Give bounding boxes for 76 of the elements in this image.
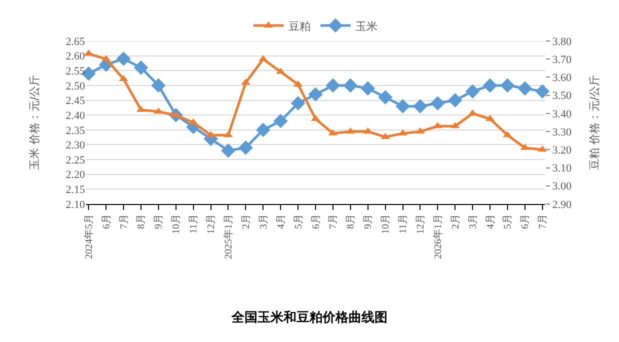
point xyxy=(290,96,306,110)
y2-axis-title: 豆粕 价格：元/公斤 xyxy=(588,74,601,170)
point xyxy=(430,96,445,110)
x-tick-label: 2024年5月 xyxy=(82,214,95,259)
point xyxy=(134,60,148,75)
y2-tick-label: 3.70 xyxy=(552,54,572,66)
y-axis-title: 玉米 价格：元/公斤 xyxy=(28,74,41,170)
point xyxy=(273,114,288,128)
point xyxy=(482,78,498,93)
point xyxy=(518,81,532,96)
point xyxy=(326,78,340,93)
x-tick-label: 12月 xyxy=(415,214,426,234)
y-tick-label: 2.45 xyxy=(66,95,86,108)
y-tick-label: 2.40 xyxy=(66,110,86,122)
legend-label: 豆粕 xyxy=(288,20,310,33)
x-tick-label: 7月 xyxy=(118,214,130,229)
y-tick-label: 2.50 xyxy=(66,80,86,92)
x-tick-label: 12月 xyxy=(206,214,218,234)
x-tick-label: 2月 xyxy=(450,214,462,229)
point xyxy=(343,78,358,93)
y-tick-label: 2.35 xyxy=(66,124,86,137)
x-tick-label: 6月 xyxy=(101,214,112,229)
y-tick-label: 2.30 xyxy=(66,140,86,152)
x-tick-label: 5月 xyxy=(293,214,304,229)
x-tick-label: 2025年1月 xyxy=(222,214,234,259)
y2-tick-label: 2.90 xyxy=(552,198,572,211)
x-tick-label: 10月 xyxy=(380,214,392,234)
y2-tick-label: 3.30 xyxy=(552,126,572,138)
y2-tick-label: 3.80 xyxy=(552,36,572,48)
y-tick-label: 2.65 xyxy=(66,36,86,48)
y2-tick-label: 3.10 xyxy=(552,162,572,175)
point xyxy=(413,99,428,114)
y-tick-label: 2.10 xyxy=(66,198,86,211)
point xyxy=(500,78,515,93)
point xyxy=(151,78,166,93)
x-tick-label: 11月 xyxy=(188,214,200,234)
x-tick-label: 9月 xyxy=(363,214,374,229)
point xyxy=(221,144,236,158)
point xyxy=(256,122,270,138)
legend-label: 玉米 xyxy=(356,20,378,33)
y2-tick-label: 3.40 xyxy=(552,108,572,120)
point xyxy=(116,52,131,66)
x-tick-label: 4月 xyxy=(276,214,287,229)
x-tick-label: 9月 xyxy=(154,214,165,229)
x-tick-label: 3月 xyxy=(258,214,270,229)
x-tick-label: 8月 xyxy=(136,214,148,229)
point xyxy=(360,81,376,96)
x-tick-label: 11月 xyxy=(398,214,410,234)
y-tick-label: 2.20 xyxy=(66,169,86,182)
x-tick-label: 6月 xyxy=(520,214,532,229)
x-tick-label: 8月 xyxy=(346,214,357,229)
text: 全国玉米和豆粕价格曲线图 xyxy=(230,310,388,326)
y2-tick-label: 3.00 xyxy=(552,180,572,193)
x-tick-label: 2026年1月 xyxy=(432,214,444,259)
x-tick-label: 10月 xyxy=(171,214,182,234)
x-tick-label: 4月 xyxy=(485,214,496,229)
y-tick-label: 2.60 xyxy=(66,50,86,63)
x-tick-label: 5月 xyxy=(502,214,514,229)
x-tick-label: 2月 xyxy=(240,214,252,229)
point xyxy=(465,84,480,99)
point xyxy=(535,84,550,99)
y-tick-label: 2.55 xyxy=(66,65,86,78)
y2-tick-label: 3.20 xyxy=(552,144,572,157)
y2-tick-label: 3.50 xyxy=(552,90,572,102)
point xyxy=(238,140,253,155)
point xyxy=(308,87,323,102)
y-tick-label: 2.15 xyxy=(66,184,86,196)
point xyxy=(448,93,462,108)
y2-tick-label: 3.60 xyxy=(552,72,572,84)
point xyxy=(378,90,392,104)
x-tick-label: 6月 xyxy=(310,214,322,229)
x-tick-label: 3月 xyxy=(468,214,479,229)
x-tick-label: 7月 xyxy=(538,214,549,229)
y-tick-label: 2.25 xyxy=(66,154,86,166)
x-tick-label: 7月 xyxy=(328,214,340,229)
point xyxy=(396,99,410,114)
